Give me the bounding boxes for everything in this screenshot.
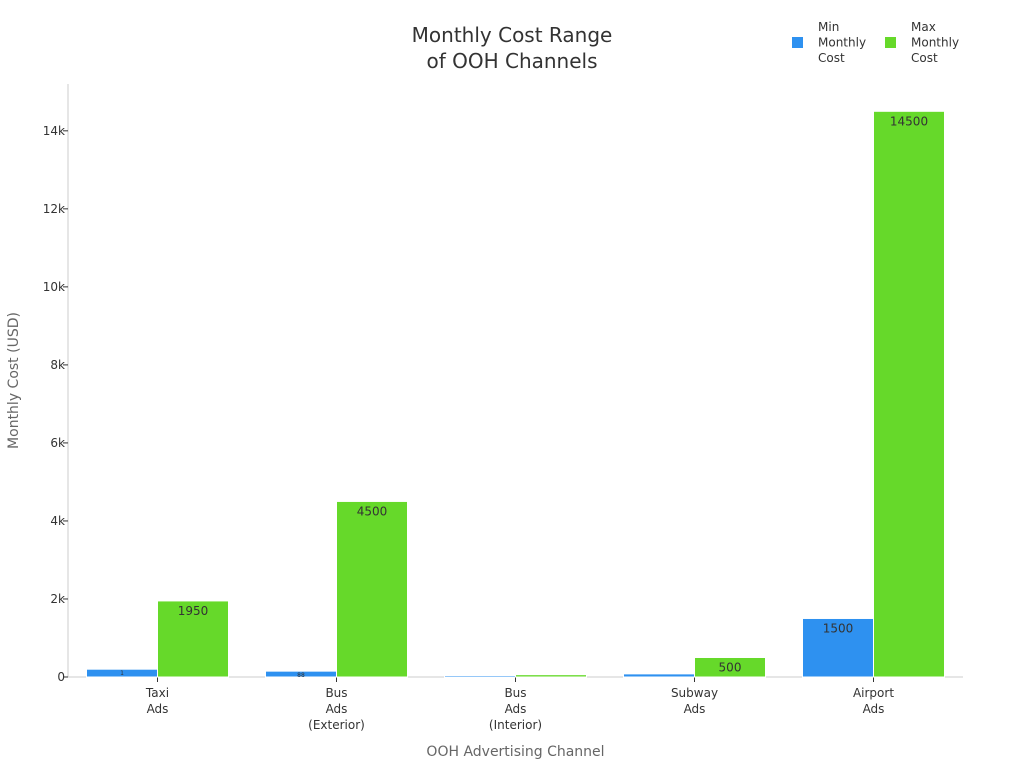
y-tick-label: 12k [43, 202, 65, 216]
axes: 0 2k 4k 6k 8k 10k 12k 14k Taxi Ads Bus Ads (Exterior… [6, 84, 963, 760]
chart-title-line: of OOH Channels [426, 49, 597, 73]
y-tick-label: 0 [57, 670, 65, 684]
data-label: 1950 [178, 604, 209, 618]
bar [444, 675, 516, 678]
y-tick-label: 8k [50, 358, 65, 372]
x-tick-label: Bus [325, 686, 347, 700]
bar [336, 500, 408, 678]
x-tick-label: Taxi [145, 686, 169, 700]
data-label: 88 [297, 672, 305, 679]
bar [802, 617, 874, 678]
bar [694, 656, 766, 678]
y-tick-label: 4k [50, 514, 65, 528]
legend-label: Cost [911, 51, 938, 65]
x-tick-label: Ads [505, 702, 527, 716]
x-tick-label: Bus [504, 686, 526, 700]
x-axis-title: OOH Advertising Channel [426, 744, 604, 760]
data-label: 14500 [890, 114, 928, 128]
legend-swatch [885, 37, 896, 48]
x-tick-label: (Interior) [489, 718, 542, 732]
y-tick-label: 10k [43, 280, 65, 294]
legend-label: Min [818, 20, 839, 34]
bars [86, 110, 945, 678]
bar [623, 673, 695, 678]
legend-label: Max [911, 20, 936, 34]
legend-label: Monthly [818, 36, 866, 50]
y-tick-label: 6k [50, 436, 65, 450]
bar [515, 674, 587, 678]
legend-label: Monthly [911, 36, 959, 50]
data-label: 1500 [823, 621, 854, 635]
legend-label: Cost [818, 51, 845, 65]
data-labels: 1 1950 88 4500 500 1500 14500 [120, 114, 928, 679]
bar [873, 110, 945, 678]
data-label: 4500 [357, 504, 388, 518]
y-tick-label: 14k [43, 124, 65, 138]
chart-title-line: Monthly Cost Range [412, 23, 613, 47]
y-tick-label: 2k [50, 592, 65, 606]
x-tick-label: Ads [326, 702, 348, 716]
y-axis-title: Monthly Cost (USD) [6, 312, 22, 449]
bar [157, 600, 229, 678]
x-tick-label: (Exterior) [308, 718, 365, 732]
legend-swatch [792, 37, 803, 48]
data-label: 1 [120, 670, 124, 677]
x-tick-label: Ads [147, 702, 169, 716]
x-tick-label: Ads [863, 702, 885, 716]
data-label: 500 [719, 660, 742, 674]
x-tick-label: Ads [684, 702, 706, 716]
x-tick-label: Subway [671, 686, 718, 700]
x-tick-label: Airport [853, 686, 894, 700]
